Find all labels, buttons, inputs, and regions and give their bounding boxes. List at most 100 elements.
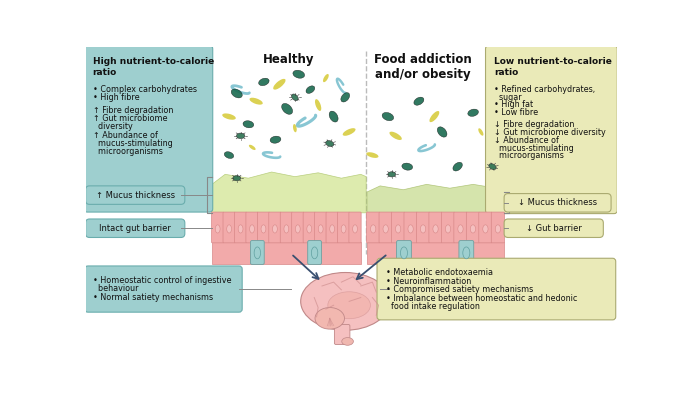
Ellipse shape [301, 273, 390, 330]
Text: Intact gut barrier: Intact gut barrier [99, 224, 171, 233]
Ellipse shape [401, 247, 408, 259]
FancyBboxPatch shape [397, 241, 412, 264]
Text: • Complex carbohydrates: • Complex carbohydrates [92, 85, 197, 94]
Bar [367, 242, 504, 264]
FancyBboxPatch shape [441, 212, 455, 243]
Ellipse shape [249, 145, 256, 150]
Ellipse shape [215, 225, 220, 233]
Ellipse shape [390, 132, 402, 140]
Ellipse shape [222, 113, 236, 120]
Text: Healthy: Healthy [263, 54, 314, 67]
Text: microorganisms: microorganisms [494, 151, 564, 160]
Text: food intake regulation: food intake regulation [386, 302, 480, 311]
FancyBboxPatch shape [379, 212, 393, 243]
Text: Low nutrient-to-calorie
ratio: Low nutrient-to-calorie ratio [494, 56, 612, 76]
FancyBboxPatch shape [251, 241, 264, 264]
Ellipse shape [282, 104, 292, 114]
Ellipse shape [342, 128, 356, 136]
Ellipse shape [238, 225, 243, 233]
Ellipse shape [342, 338, 353, 345]
FancyBboxPatch shape [334, 325, 350, 344]
FancyBboxPatch shape [246, 212, 258, 243]
FancyBboxPatch shape [404, 212, 417, 243]
Text: • Homeostatic control of ingestive: • Homeostatic control of ingestive [93, 276, 232, 285]
Bar [212, 242, 361, 264]
Text: • Neuroinflammation: • Neuroinflammation [386, 277, 471, 286]
FancyBboxPatch shape [292, 212, 304, 243]
Ellipse shape [489, 164, 496, 170]
Text: ↓ Mucus thickness: ↓ Mucus thickness [518, 198, 597, 207]
Text: ↑ Abundance of: ↑ Abundance of [92, 131, 158, 140]
Ellipse shape [471, 225, 475, 233]
FancyBboxPatch shape [504, 219, 603, 238]
Ellipse shape [319, 225, 323, 233]
Ellipse shape [429, 111, 439, 122]
FancyBboxPatch shape [258, 212, 270, 243]
Ellipse shape [323, 74, 329, 82]
FancyBboxPatch shape [479, 212, 492, 243]
FancyBboxPatch shape [84, 46, 213, 212]
Ellipse shape [329, 225, 334, 233]
Ellipse shape [433, 225, 438, 233]
Ellipse shape [395, 225, 401, 233]
Ellipse shape [463, 247, 470, 259]
Ellipse shape [458, 225, 463, 233]
FancyBboxPatch shape [504, 193, 611, 212]
Text: Food addiction
and/or obesity: Food addiction and/or obesity [374, 54, 472, 82]
Text: ↑ Gut microbiome: ↑ Gut microbiome [92, 114, 167, 123]
Ellipse shape [243, 121, 253, 128]
Ellipse shape [293, 124, 297, 132]
Ellipse shape [328, 292, 371, 319]
Ellipse shape [445, 225, 451, 233]
Text: • High fat: • High fat [494, 100, 533, 110]
FancyBboxPatch shape [338, 212, 349, 243]
Ellipse shape [329, 111, 338, 122]
Text: microorganisms: microorganisms [92, 147, 162, 156]
FancyBboxPatch shape [86, 219, 185, 238]
Text: • Refined carbohydrates,: • Refined carbohydrates, [494, 85, 595, 94]
Text: • Metabolic endotoxaemia: • Metabolic endotoxaemia [386, 268, 493, 277]
Ellipse shape [315, 308, 345, 329]
Ellipse shape [383, 225, 388, 233]
Ellipse shape [224, 152, 234, 158]
Ellipse shape [453, 162, 462, 171]
Polygon shape [367, 184, 504, 213]
Ellipse shape [388, 172, 396, 177]
Ellipse shape [382, 112, 394, 121]
FancyBboxPatch shape [486, 46, 617, 214]
FancyBboxPatch shape [466, 212, 479, 243]
Text: • Imbalance between homeostatic and hedonic: • Imbalance between homeostatic and hedo… [386, 294, 577, 303]
Text: diversity: diversity [92, 122, 132, 131]
Polygon shape [212, 172, 366, 213]
Ellipse shape [478, 128, 484, 136]
Text: High nutrient-to-calorie
ratio: High nutrient-to-calorie ratio [92, 56, 214, 76]
Text: • Low fibre: • Low fibre [494, 108, 538, 117]
Text: ↓ Fibre degradation: ↓ Fibre degradation [494, 121, 575, 130]
FancyBboxPatch shape [416, 212, 429, 243]
Ellipse shape [366, 152, 379, 158]
Text: ↓ Gut microbiome diversity: ↓ Gut microbiome diversity [494, 128, 606, 137]
Text: ↑ Fibre degradation: ↑ Fibre degradation [92, 106, 173, 115]
FancyBboxPatch shape [459, 241, 474, 264]
Ellipse shape [341, 225, 346, 233]
Ellipse shape [325, 141, 334, 147]
Ellipse shape [284, 225, 289, 233]
Text: • High fibre: • High fibre [92, 93, 139, 102]
Ellipse shape [232, 89, 242, 98]
Text: mucus-stimulating: mucus-stimulating [494, 143, 574, 152]
FancyBboxPatch shape [349, 212, 361, 243]
FancyBboxPatch shape [366, 212, 379, 243]
Ellipse shape [249, 225, 254, 233]
Ellipse shape [341, 93, 349, 102]
FancyBboxPatch shape [280, 212, 292, 243]
Ellipse shape [261, 225, 266, 233]
Text: mucus-stimulating: mucus-stimulating [92, 139, 173, 148]
Ellipse shape [273, 79, 286, 90]
FancyBboxPatch shape [308, 241, 321, 264]
Ellipse shape [259, 78, 269, 85]
Ellipse shape [468, 109, 478, 116]
Ellipse shape [437, 127, 447, 137]
FancyBboxPatch shape [377, 258, 616, 320]
FancyBboxPatch shape [429, 212, 442, 243]
Ellipse shape [402, 163, 412, 170]
